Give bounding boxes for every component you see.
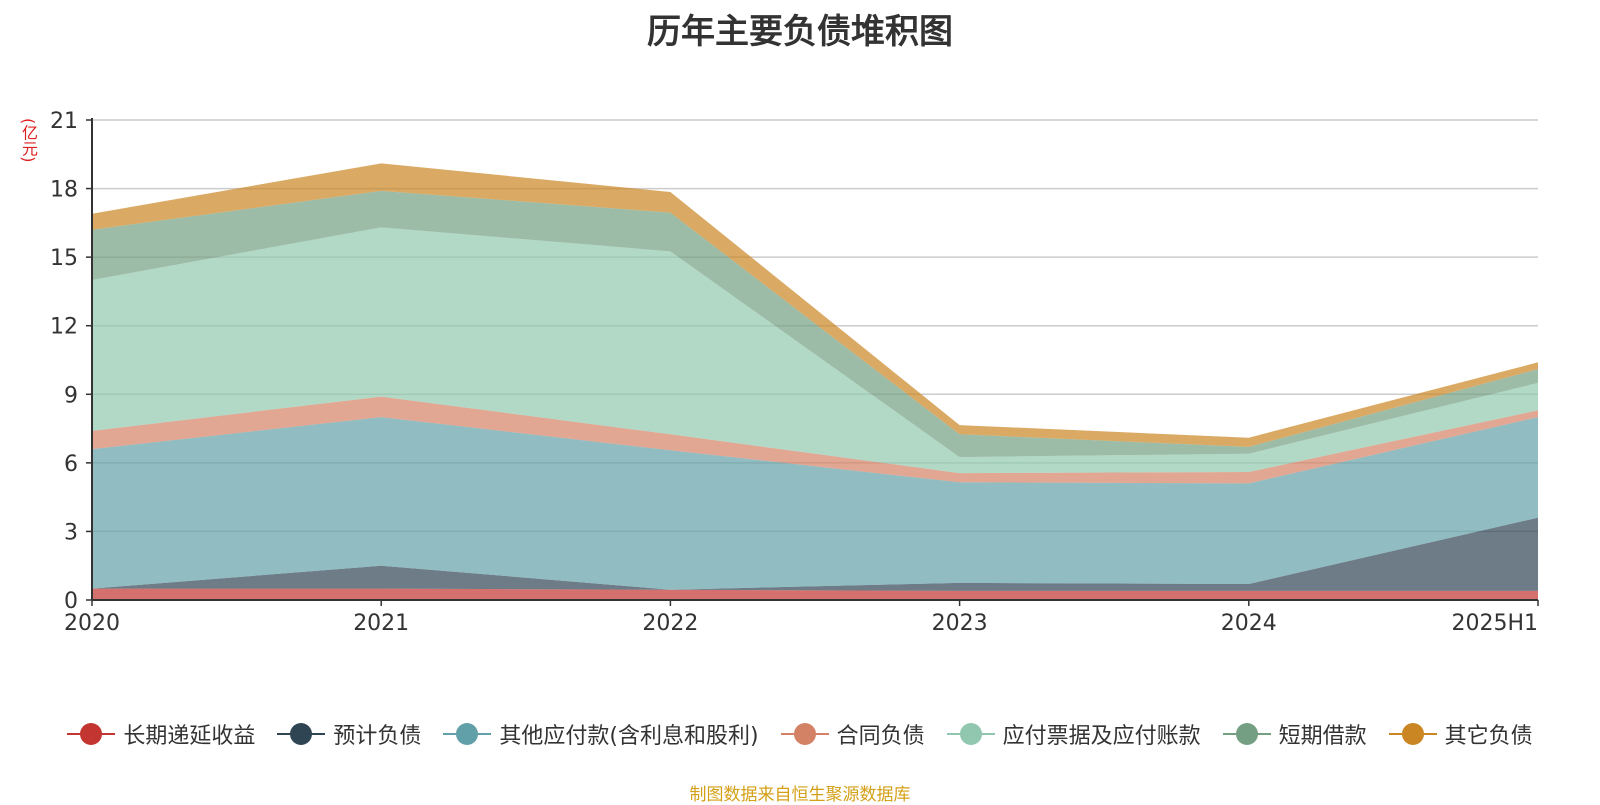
area-series <box>92 163 1538 447</box>
legend-swatch-icon <box>67 722 116 746</box>
area-series <box>92 190 1538 458</box>
area-series <box>92 517 1538 591</box>
legend-swatch-icon <box>1222 722 1271 746</box>
x-tick-label: 2025H1 <box>1451 611 1538 636</box>
y-axis-unit-label: (亿元) <box>19 118 38 163</box>
legend-item[interactable]: 合同负债 <box>780 718 925 750</box>
y-tick-label: 12 <box>50 315 78 340</box>
legend-label: 应付票据及应付账款 <box>1002 724 1201 749</box>
legend-item[interactable]: 其它负债 <box>1388 718 1533 750</box>
legend-label: 其他应付款(含利息和股利) <box>499 724 759 749</box>
area-series <box>92 396 1538 484</box>
legend-swatch-icon <box>780 722 829 746</box>
y-tick-label: 21 <box>50 109 78 134</box>
source-note: 制图数据来自恒生聚源数据库 <box>689 785 911 805</box>
legend-item[interactable]: 预计负债 <box>277 718 421 750</box>
axes: 0 3 6 9 12 15 18 21 2020 2021 2022 2023 2024 2025H1 <box>50 109 1539 636</box>
legend-swatch-icon <box>277 722 326 746</box>
legend: 长期递延收益 预计负债 其他应付款(含利息和股利) 合同负债 应付票据及应付账款 短期借款… <box>0 718 1600 750</box>
legend-swatch-icon <box>443 722 492 746</box>
legend-label: 短期借款 <box>1278 724 1367 749</box>
x-tick-label: 2022 <box>642 611 698 636</box>
y-tick-label: 0 <box>64 589 78 614</box>
legend-item[interactable]: 短期借款 <box>1222 718 1367 750</box>
area-series <box>92 588 1538 600</box>
y-axis-unit-text: 亿元 <box>19 124 38 157</box>
legend-item[interactable]: 应付票据及应付账款 <box>946 718 1201 750</box>
y-tick-label: 9 <box>64 383 78 408</box>
x-tick-label: 2023 <box>932 611 988 636</box>
legend-label: 合同负债 <box>836 724 925 749</box>
y-tick-label: 18 <box>50 178 78 203</box>
chart-title: 历年主要负债堆积图 <box>647 12 953 52</box>
x-tick-label: 2024 <box>1221 611 1277 636</box>
legend-swatch-icon <box>1388 722 1437 746</box>
y-tick-label: 15 <box>50 246 78 271</box>
area-series <box>92 417 1538 590</box>
legend-swatch-icon <box>946 722 995 746</box>
legend-label: 长期递延收益 <box>123 724 256 749</box>
legend-item[interactable]: 长期递延收益 <box>67 718 255 750</box>
y-tick-label: 6 <box>64 452 78 477</box>
stacked-areas <box>92 163 1538 600</box>
legend-label: 预计负债 <box>333 724 422 749</box>
x-tick-label: 2021 <box>353 611 409 636</box>
area-series <box>92 227 1538 474</box>
legend-item[interactable]: 其他应付款(含利息和股利) <box>443 718 759 750</box>
x-tick-label: 2020 <box>64 611 120 636</box>
y-tick-label: 3 <box>64 520 78 545</box>
legend-label: 其它负债 <box>1444 724 1533 749</box>
